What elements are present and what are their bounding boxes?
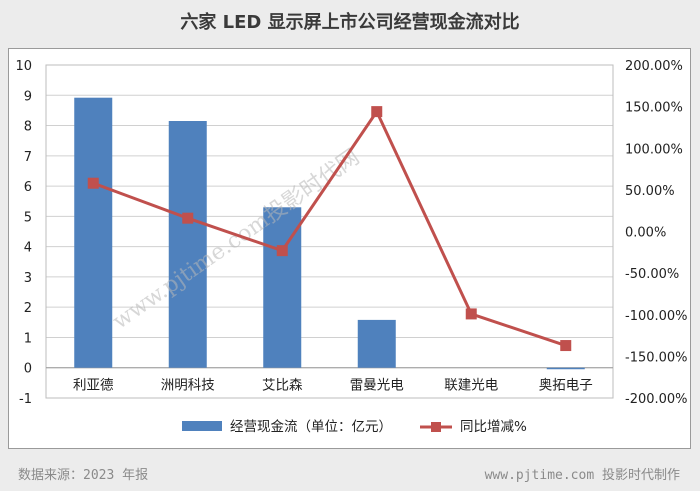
legend-label-bar: 经营现金流（单位：亿元） (230, 419, 392, 435)
line-point-marker (87, 177, 99, 189)
right-axis-tick-label: 0.00% (625, 226, 666, 241)
category-label: 奥拓电子 (539, 377, 593, 394)
right-axis-tick-label: 50.00% (625, 184, 675, 199)
left-axis-tick-label: 5 (24, 210, 32, 225)
left-axis-tick-label: 6 (24, 180, 32, 195)
left-axis-tick-label: 10 (15, 59, 32, 74)
category-label: 艾比森 (262, 378, 303, 394)
left-axis-tick-label: -1 (19, 392, 32, 407)
category-label: 联建光电 (444, 378, 498, 394)
bar (357, 319, 396, 368)
legend-label-line: 同比增减% (460, 419, 527, 435)
bar (74, 97, 113, 368)
left-axis-tick-label: 8 (24, 120, 32, 135)
line-point-marker (276, 245, 288, 257)
legend-swatch-bar (182, 421, 222, 431)
category-label: 洲明科技 (161, 378, 215, 394)
category-label: 雷曼光电 (350, 378, 404, 394)
line-point-marker (182, 212, 194, 224)
left-axis-tick-label: 1 (24, 331, 32, 346)
line-point-marker (465, 308, 477, 320)
legend-swatch-marker (431, 422, 441, 432)
left-axis-tick-label: 0 (24, 362, 32, 377)
right-axis-tick-label: -200.00% (625, 392, 688, 407)
left-axis-tick-label: 2 (24, 301, 32, 316)
left-axis-tick-label: 4 (24, 241, 32, 256)
right-axis-tick-label: 150.00% (625, 101, 683, 116)
line-point-marker (371, 106, 383, 118)
watermark-text: www.pjtime.com投影时代网 (108, 145, 364, 335)
left-axis-tick-label: 7 (24, 150, 32, 165)
left-axis-tick-label: 9 (24, 89, 32, 104)
data-source-note: 数据来源：2023 年报 (18, 468, 149, 483)
right-axis-tick-label: 200.00% (625, 59, 683, 74)
chart-frame (8, 48, 691, 449)
chart-title: 六家 LED 显示屏上市公司经营现金流对比 (180, 12, 520, 33)
right-axis-tick-label: -150.00% (625, 350, 688, 365)
line-series-path (92, 110, 567, 347)
right-axis-tick-label: -50.00% (625, 267, 679, 282)
right-axis-tick-label: 100.00% (625, 142, 683, 157)
plot-area (45, 64, 614, 399)
credit-note: www.pjtime.com 投影时代制作 (484, 468, 680, 483)
bar (546, 367, 585, 370)
bar (168, 121, 207, 368)
line-point-marker (560, 340, 572, 352)
category-label: 利亚德 (73, 378, 114, 394)
right-axis-tick-label: -100.00% (625, 309, 688, 324)
left-axis-tick-label: 3 (24, 271, 32, 286)
